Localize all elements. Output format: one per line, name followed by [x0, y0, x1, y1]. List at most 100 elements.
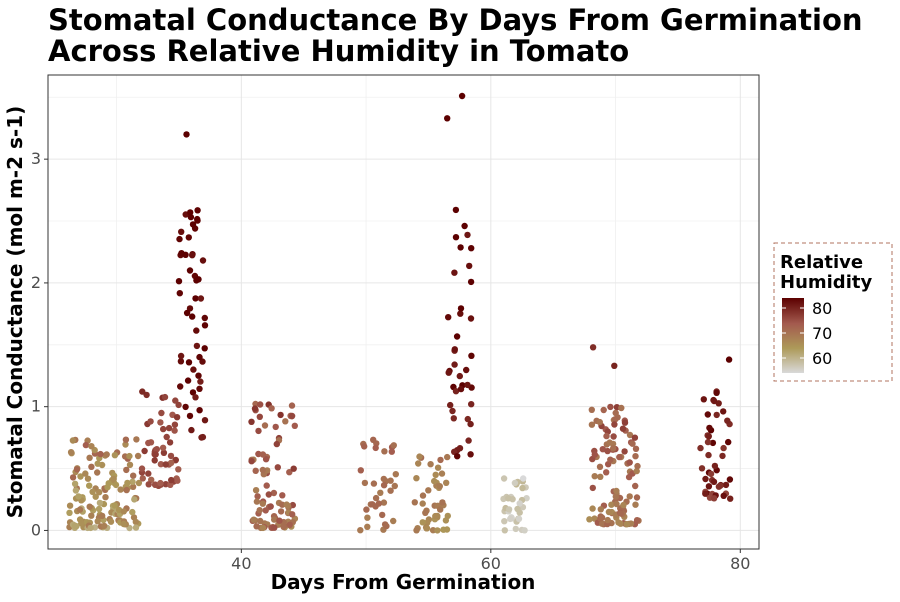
data-point	[66, 502, 74, 509]
data-point	[288, 402, 296, 409]
data-point	[369, 501, 376, 508]
data-point	[361, 443, 368, 450]
data-point	[599, 520, 606, 527]
data-point	[468, 401, 475, 408]
data-point	[277, 508, 285, 515]
data-point	[158, 409, 165, 417]
data-point	[704, 438, 712, 446]
data-point	[618, 404, 625, 412]
data-point	[419, 492, 427, 499]
data-point	[633, 467, 640, 475]
data-point	[288, 412, 296, 420]
data-point	[464, 231, 471, 239]
data-point	[107, 518, 115, 525]
data-point	[452, 206, 460, 214]
data-point	[447, 401, 454, 409]
data-point	[268, 405, 275, 412]
data-point	[193, 327, 200, 334]
data-point	[197, 378, 204, 385]
data-point	[280, 523, 287, 530]
data-point	[632, 482, 639, 490]
data-point	[178, 228, 185, 235]
data-point	[501, 527, 508, 534]
data-point	[380, 475, 387, 483]
data-point	[451, 361, 458, 368]
data-point	[271, 524, 278, 531]
data-point	[464, 415, 471, 423]
data-point	[198, 434, 205, 441]
data-point	[597, 506, 604, 513]
data-point	[364, 514, 371, 521]
data-point	[392, 471, 399, 478]
data-point	[457, 244, 464, 251]
data-point	[603, 469, 610, 476]
data-point	[192, 295, 199, 302]
data-point	[415, 460, 422, 467]
data-point	[185, 359, 193, 366]
data-point	[77, 473, 84, 480]
data-point	[467, 315, 475, 322]
data-point	[599, 446, 606, 453]
data-point	[715, 483, 723, 490]
data-point	[276, 517, 283, 524]
data-point	[126, 461, 134, 468]
data-point	[129, 478, 136, 485]
data-point	[187, 209, 194, 216]
data-points	[66, 92, 734, 534]
legend-label: 60	[812, 349, 832, 368]
data-point	[126, 452, 133, 460]
data-point	[166, 439, 174, 446]
data-point	[457, 310, 464, 317]
data-point	[167, 452, 175, 460]
data-point	[262, 507, 269, 514]
data-point	[443, 526, 451, 533]
data-point	[505, 495, 512, 502]
data-point	[86, 454, 93, 461]
data-point	[511, 479, 519, 487]
data-point	[620, 501, 627, 509]
data-point	[610, 433, 617, 440]
data-point	[589, 505, 596, 512]
data-point	[199, 257, 207, 264]
data-point	[272, 423, 279, 431]
data-point	[195, 372, 202, 379]
data-point	[256, 413, 263, 420]
data-point	[256, 507, 263, 514]
data-point	[123, 466, 130, 474]
data-point	[707, 470, 715, 478]
data-point	[248, 458, 255, 465]
data-point	[193, 277, 200, 284]
y-tick-label: 1	[31, 397, 41, 416]
data-point	[452, 388, 460, 395]
data-point	[445, 369, 452, 376]
data-point	[604, 447, 611, 455]
data-point	[183, 131, 190, 138]
data-point	[188, 426, 195, 434]
data-point	[514, 505, 521, 513]
data-point	[613, 487, 620, 495]
data-point	[102, 494, 109, 501]
data-point	[96, 499, 104, 507]
data-point	[432, 512, 439, 520]
data-point	[726, 476, 734, 483]
data-point	[727, 495, 734, 502]
data-point	[201, 345, 208, 352]
chart-title-line2: Across Relative Humidity in Tomato	[48, 34, 629, 68]
data-point	[133, 436, 140, 443]
data-point	[160, 425, 167, 433]
data-point	[450, 415, 457, 422]
data-point	[702, 475, 709, 483]
data-point	[78, 520, 85, 527]
data-point	[452, 234, 460, 241]
data-point	[194, 207, 201, 214]
plot-panel	[47, 74, 760, 550]
data-point	[603, 432, 610, 440]
data-point	[604, 516, 611, 524]
data-point	[190, 366, 197, 373]
data-point	[82, 470, 89, 477]
data-point	[612, 493, 619, 500]
data-point	[286, 521, 293, 528]
data-point	[391, 482, 398, 490]
data-point	[196, 385, 203, 392]
data-point	[89, 488, 96, 495]
